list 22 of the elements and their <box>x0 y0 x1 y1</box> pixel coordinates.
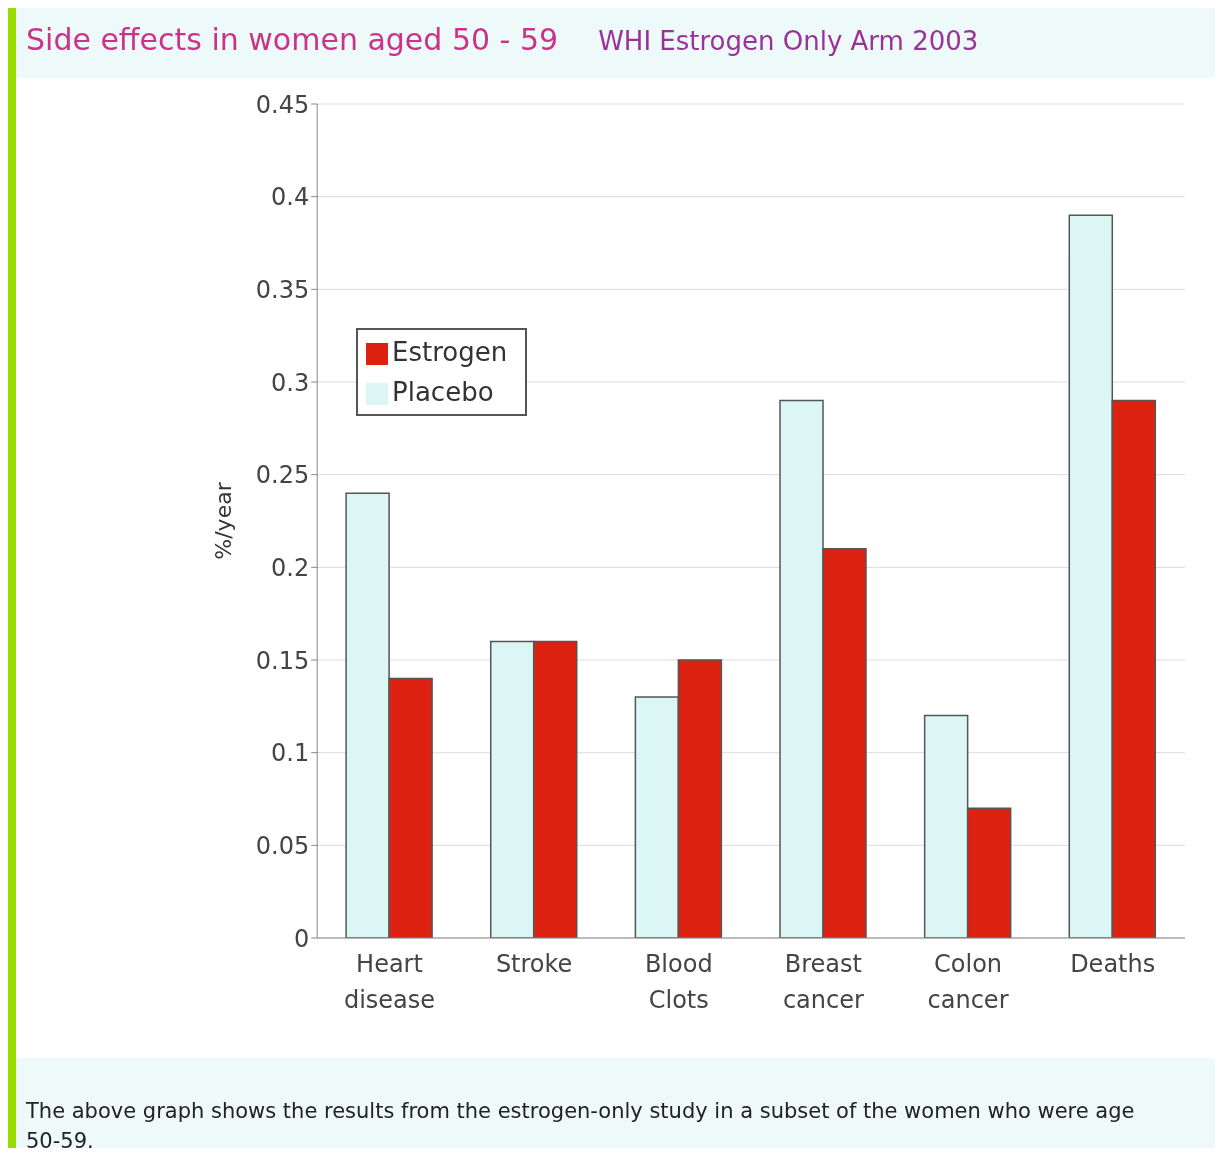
y-tick-label: 0.35 <box>255 275 310 304</box>
y-tick-label: 0.2 <box>271 553 310 582</box>
chart-subtitle: WHI Estrogen Only Arm 2003 <box>598 26 979 56</box>
y-tick-label: 0 <box>293 924 310 953</box>
text: The above graph shows the results from the estrogen-only study in a subset of the women who were age 50-59. <box>26 1098 1135 1155</box>
x-tick-label: Heart disease <box>343 950 436 1014</box>
y-tick-label: 0.45 <box>255 90 310 119</box>
legend-label: Estrogen <box>392 337 508 367</box>
y-axis-title: %/year <box>210 481 236 560</box>
chart-title: Side effects in women aged 50 - 59 <box>26 22 559 57</box>
x-tick-label: Deaths <box>1070 950 1156 978</box>
x-tick-label: Stroke <box>495 950 573 978</box>
y-tick-label: 0.05 <box>255 831 310 860</box>
x-tick-label: Colon cancer <box>927 950 1009 1014</box>
y-tick-label: 0.15 <box>255 646 310 675</box>
y-tick-label: 0.1 <box>271 739 310 768</box>
x-tick-label: Blood Clots <box>644 950 713 1014</box>
y-tick-label: 0.4 <box>271 183 310 212</box>
x-tick-label: Breast cancer <box>782 950 864 1014</box>
y-tick-label: 0.3 <box>271 368 310 397</box>
legend-label: Placebo <box>392 377 494 407</box>
y-tick-label: 0.25 <box>255 461 310 490</box>
